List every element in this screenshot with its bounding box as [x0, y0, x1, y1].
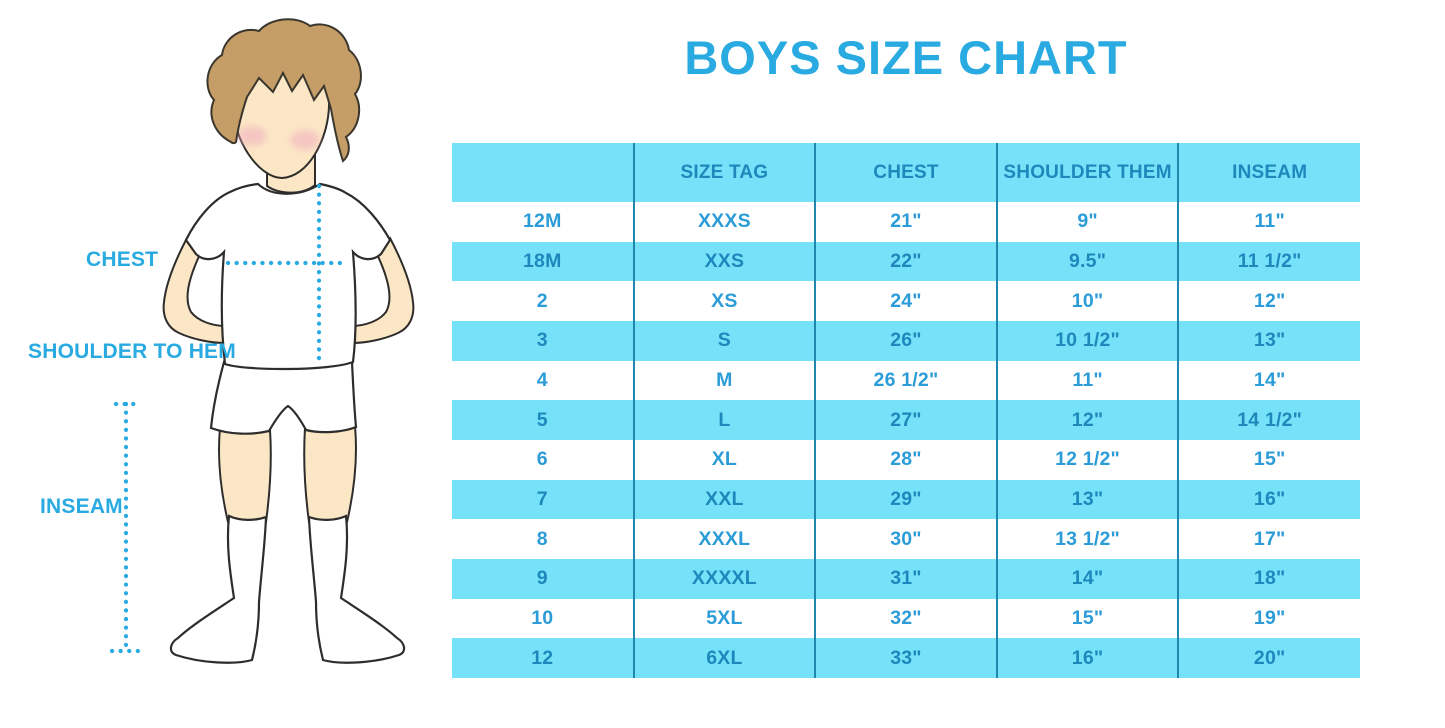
table-row: 6 XL 28" 12 1/2" 15": [452, 439, 1360, 480]
table-cell: 11": [1177, 202, 1360, 242]
boy-right-sock: [307, 514, 406, 664]
boy-measurement-figure: CHEST SHOULDER TO HEM INSEAM: [0, 0, 450, 723]
boy-left-leg: [218, 426, 272, 523]
table-cell: 16": [995, 638, 1179, 678]
table-cell: XS: [632, 281, 816, 321]
table-cell: XXXXL: [632, 558, 816, 599]
column-header: [452, 143, 634, 202]
table-cell: 5: [452, 400, 634, 440]
table-cell: XXL: [632, 479, 816, 520]
column-header: CHEST: [814, 143, 997, 202]
size-chart-table-container: SIZE TAG CHEST SHOULDER THEM INSEAM 12M XXXS…: [452, 143, 1360, 678]
table-row: 2 XS 24" 10" 12": [452, 281, 1360, 321]
table-cell: XXXL: [632, 519, 816, 559]
table-cell: 3: [452, 320, 634, 361]
table-cell: 6XL: [632, 638, 816, 678]
table-cell: 14": [995, 558, 1179, 599]
page-title: BOYS SIZE CHART: [684, 31, 1128, 84]
table-cell: 26 1/2": [814, 360, 997, 401]
table-cell: 12M: [452, 202, 634, 242]
table-cell: 12: [452, 638, 634, 678]
table-row: 4 M 26 1/2" 11" 14": [452, 360, 1360, 401]
table-row: 7 XXL 29" 13" 16": [452, 479, 1360, 520]
size-table-head-row: SIZE TAG CHEST SHOULDER THEM INSEAM: [452, 143, 1360, 202]
table-cell: 21": [814, 202, 997, 242]
table-cell: 30": [814, 519, 997, 559]
table-cell: 16": [1177, 479, 1360, 520]
table-cell: 15": [1177, 439, 1360, 480]
table-cell: 5XL: [632, 598, 816, 639]
table-cell: 28": [814, 439, 997, 480]
boy-tshirt: [184, 182, 392, 371]
table-cell: 31": [814, 558, 997, 599]
boy-blush-left: [237, 126, 267, 146]
table-cell: 8: [452, 519, 634, 559]
inseam-label: INSEAM: [40, 495, 123, 518]
table-cell: 26": [814, 320, 997, 361]
table-cell: S: [632, 320, 816, 361]
table-cell: L: [632, 400, 816, 440]
table-cell: 12": [995, 400, 1179, 440]
table-row: 8 XXXL 30" 13 1/2" 17": [452, 519, 1360, 559]
table-cell: 11 1/2": [1177, 241, 1360, 282]
table-row: 10 5XL 32" 15" 19": [452, 598, 1360, 639]
table-cell: 14 1/2": [1177, 400, 1360, 440]
table-cell: 4: [452, 360, 634, 401]
table-cell: 18M: [452, 241, 634, 282]
table-cell: M: [632, 360, 816, 401]
table-cell: XXXS: [632, 202, 816, 242]
table-row: 18M XXS 22" 9.5" 11 1/2": [452, 241, 1360, 282]
table-cell: 9.5": [995, 241, 1179, 282]
table-cell: 24": [814, 281, 997, 321]
table-cell: 19": [1177, 598, 1360, 639]
table-cell: 7: [452, 479, 634, 520]
table-cell: 10: [452, 598, 634, 639]
chest-label: CHEST: [86, 248, 159, 271]
size-chart-table: SIZE TAG CHEST SHOULDER THEM INSEAM 12M XXXS…: [452, 143, 1360, 678]
boy-hair: [206, 18, 362, 163]
boy-figure-illustration: [109, 18, 415, 664]
table-cell: 13 1/2": [995, 519, 1179, 559]
column-header: INSEAM: [1177, 143, 1360, 202]
column-header: SIZE TAG: [632, 143, 816, 202]
shoulder-to-hem-label: SHOULDER TO HEM: [28, 340, 236, 363]
column-header: SHOULDER THEM: [995, 143, 1179, 202]
table-cell: 13": [995, 479, 1179, 520]
table-row: 3 S 26" 10 1/2" 13": [452, 320, 1360, 361]
table-cell: 17": [1177, 519, 1360, 559]
size-table-body: 12M XXXS 21" 9" 11" 18M XXS 22" 9.5" 11 1/2" 2 XS 24…: [452, 202, 1360, 678]
table-row: 12M XXXS 21" 9" 11": [452, 202, 1360, 242]
table-cell: 29": [814, 479, 997, 520]
boy-shorts: [209, 360, 358, 435]
table-cell: 20": [1177, 638, 1360, 678]
table-cell: 2: [452, 281, 634, 321]
table-cell: 12": [1177, 281, 1360, 321]
table-cell: 14": [1177, 360, 1360, 401]
boy-blush-right: [290, 130, 320, 150]
table-cell: 11": [995, 360, 1179, 401]
table-row: 9 XXXXL 31" 14" 18": [452, 558, 1360, 599]
table-cell: 12 1/2": [995, 439, 1179, 480]
boy-right-leg: [303, 424, 357, 523]
table-cell: 32": [814, 598, 997, 639]
table-cell: 10 1/2": [995, 320, 1179, 361]
table-cell: XL: [632, 439, 816, 480]
boy-left-sock: [169, 514, 268, 664]
table-cell: 10": [995, 281, 1179, 321]
table-cell: 22": [814, 241, 997, 282]
table-row: 12 6XL 33" 16" 20": [452, 638, 1360, 678]
table-cell: 13": [1177, 320, 1360, 361]
table-cell: XXS: [632, 241, 816, 282]
table-cell: 18": [1177, 558, 1360, 599]
table-cell: 27": [814, 400, 997, 440]
table-cell: 9: [452, 558, 634, 599]
table-row: 5 L 27" 12" 14 1/2": [452, 400, 1360, 440]
table-cell: 33": [814, 638, 997, 678]
table-cell: 15": [995, 598, 1179, 639]
table-cell: 6: [452, 439, 634, 480]
table-cell: 9": [995, 202, 1179, 242]
